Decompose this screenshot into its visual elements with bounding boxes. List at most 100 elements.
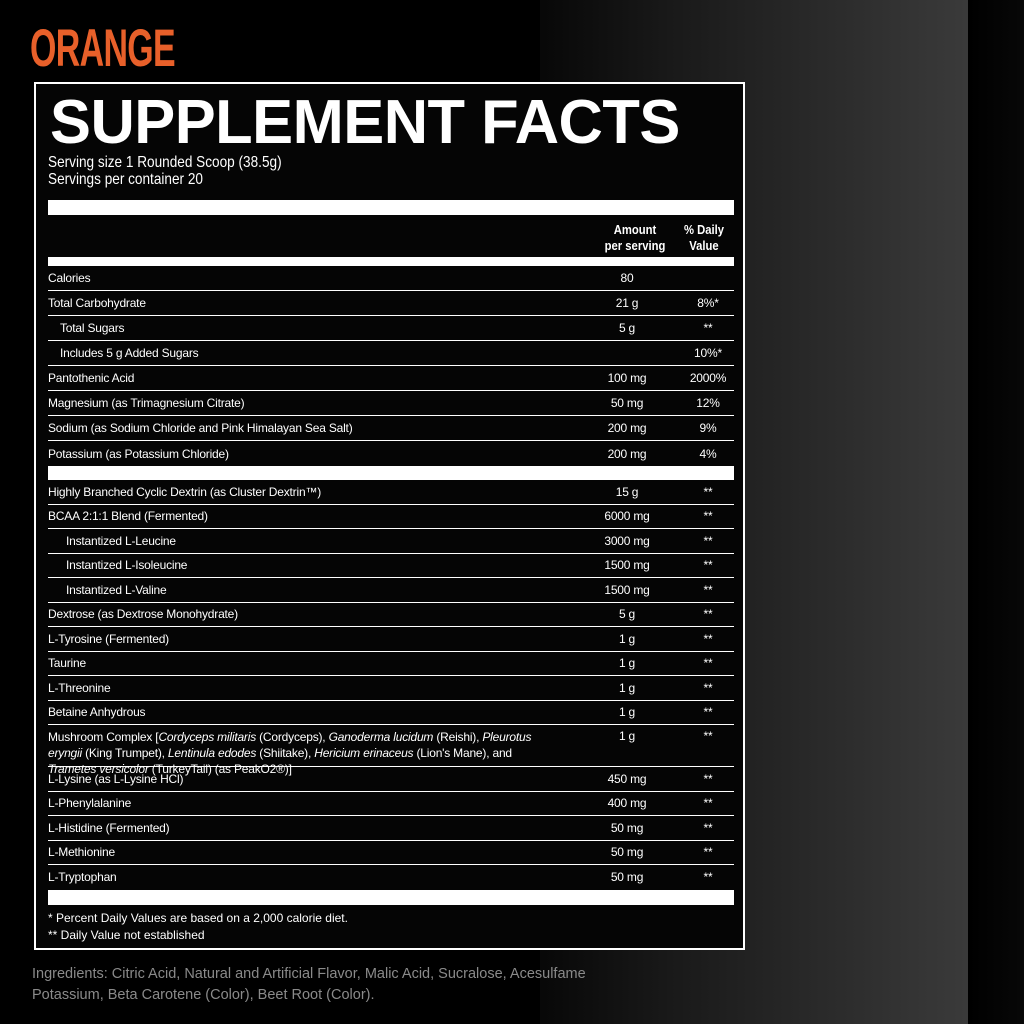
row-name: BCAA 2:1:1 Blend (Fermented) — [48, 509, 208, 524]
divider-thick — [48, 466, 734, 480]
divider-thick — [48, 890, 734, 905]
table-row: Magnesium (as Trimagnesium Citrate) 50 mg… — [48, 391, 734, 416]
row-name: Instantized L-Leucine — [66, 533, 176, 548]
row-name: L-Threonine — [48, 680, 111, 695]
row-name: Mushroom Complex [Cordyceps militaris (C… — [48, 729, 562, 777]
nutrient-rows: Calories 80 Total Carbohydrate 21 g 8%* Total… — [48, 266, 734, 466]
row-name-part: Hericium erinaceus — [314, 746, 414, 760]
table-row: Betaine Anhydrous 1 g ** — [48, 701, 734, 725]
row-daily-value: ** — [703, 558, 713, 573]
row-amount: 1500 mg — [604, 582, 650, 597]
row-name: L-Tryptophan — [48, 870, 117, 885]
table-row: Pantothenic Acid 100 mg 2000% — [48, 366, 734, 391]
row-daily-value: ** — [703, 729, 713, 743]
row-name-part: Cordyceps militaris — [158, 730, 256, 744]
row-name-part: (King Trumpet), — [81, 746, 168, 760]
row-daily-value: 2000% — [689, 371, 727, 385]
table-row: L-Methionine 50 mg ** — [48, 841, 734, 865]
row-daily-value: 4% — [699, 446, 717, 461]
row-name: Includes 5 g Added Sugars — [60, 346, 199, 360]
row-name: L-Methionine — [48, 845, 115, 860]
row-daily-value: ** — [703, 321, 713, 335]
table-row: L-Lysine (as L-Lysine HCl) 450 mg ** — [48, 767, 734, 792]
row-daily-value: ** — [703, 705, 713, 720]
row-name: Instantized L-Valine — [66, 582, 167, 597]
table-row: Instantized L-Leucine 3000 mg ** — [48, 529, 734, 554]
row-name-part: (Shiitake), — [256, 746, 315, 760]
row-daily-value: ** — [703, 771, 713, 786]
row-amount: 200 mg — [607, 421, 647, 435]
row-name-part: (Cordyceps), — [256, 730, 329, 744]
table-row: Highly Branched Cyclic Dextrin (as Clust… — [48, 480, 734, 505]
row-amount: 1 g — [618, 705, 636, 720]
row-daily-value: ** — [703, 680, 713, 695]
row-amount: 1 g — [618, 729, 636, 743]
table-row: Instantized L-Isoleucine 1500 mg ** — [48, 554, 734, 578]
row-amount: 1 g — [618, 631, 636, 646]
table-row: BCAA 2:1:1 Blend (Fermented) 6000 mg ** — [48, 505, 734, 529]
panel-title: SUPPLEMENT FACTS — [50, 88, 680, 157]
table-row: Taurine 1 g ** — [48, 652, 734, 676]
row-daily-value: 12% — [696, 396, 720, 410]
row-amount: 1500 mg — [604, 558, 650, 573]
row-name: L-Lysine (as L-Lysine HCl) — [48, 771, 184, 786]
footnotes: * Percent Daily Values are based on a 2,… — [48, 910, 348, 944]
serving-size: Serving size 1 Rounded Scoop (38.5g) — [48, 154, 282, 171]
row-amount: 50 mg — [610, 820, 644, 835]
row-amount: 5 g — [618, 607, 636, 622]
row-name-part: (Reishi), — [433, 730, 483, 744]
table-row: Calories 80 — [48, 266, 734, 291]
row-name: L-Histidine (Fermented) — [48, 820, 170, 835]
row-daily-value: ** — [703, 870, 713, 885]
row-name-part: Ganoderma lucidum — [328, 730, 434, 744]
row-daily-value: 10%* — [694, 346, 722, 360]
amount-header-line: per serving — [604, 239, 666, 253]
row-name: Dextrose (as Dextrose Monohydrate) — [48, 607, 238, 622]
flavor-label: ORANGE — [30, 19, 176, 78]
table-row: L-Histidine (Fermented) 50 mg ** — [48, 816, 734, 841]
row-daily-value: ** — [703, 484, 713, 499]
table-row: L-Threonine 1 g ** — [48, 676, 734, 701]
row-daily-value: ** — [703, 631, 713, 646]
row-name-part: (Lion's Mane), and — [413, 746, 512, 760]
row-amount: 6000 mg — [604, 509, 650, 524]
table-row: L-Tyrosine (Fermented) 1 g ** — [48, 627, 734, 652]
row-name: Sodium (as Sodium Chloride and Pink Hima… — [48, 421, 353, 435]
row-name-part: (TurkeyTail) (as PeakO2®)] — [148, 762, 292, 776]
table-row: Mushroom Complex [Cordyceps militaris (C… — [48, 725, 734, 776]
row-amount: 1 g — [618, 656, 636, 671]
footnote: * Percent Daily Values are based on a 2,… — [48, 911, 348, 925]
row-name: Taurine — [48, 656, 86, 671]
row-name: Magnesium (as Trimagnesium Citrate) — [48, 396, 245, 410]
row-name-part: Lentinula edodes — [167, 746, 257, 760]
row-name: Calories — [48, 271, 91, 285]
table-row: Total Sugars 5 g ** — [48, 316, 734, 341]
row-name: Total Sugars — [60, 321, 125, 335]
row-daily-value: ** — [703, 845, 713, 860]
row-amount: 450 mg — [607, 771, 647, 786]
row-daily-value: ** — [703, 509, 713, 524]
row-daily-value: 9% — [699, 421, 717, 435]
row-name-part: Trametes versicolor — [48, 762, 149, 776]
row-daily-value: ** — [703, 796, 713, 811]
divider-thick — [48, 200, 734, 215]
amount-header-line: Amount — [613, 223, 657, 237]
row-name-part: Mushroom Complex [ — [48, 730, 159, 744]
table-row: Includes 5 g Added Sugars 10%* — [48, 341, 734, 366]
ingredients-text: Ingredients: Citric Acid, Natural and Ar… — [32, 966, 586, 1003]
table-row: Sodium (as Sodium Chloride and Pink Hima… — [48, 416, 734, 441]
row-daily-value: 8%* — [697, 296, 719, 310]
row-amount: 1 g — [618, 680, 636, 695]
row-amount: 5 g — [618, 321, 636, 335]
row-daily-value: ** — [703, 820, 713, 835]
row-daily-value: ** — [703, 533, 713, 548]
amount-header: Amount per serving — [590, 222, 680, 254]
row-amount: 100 mg — [607, 371, 647, 385]
dv-header-line: % Daily — [683, 223, 725, 237]
row-name: Instantized L-Isoleucine — [66, 558, 188, 573]
footnote: ** Daily Value not established — [48, 928, 205, 942]
row-name: Total Carbohydrate — [48, 296, 146, 310]
row-name: L-Tyrosine (Fermented) — [48, 631, 169, 646]
table-row: Instantized L-Valine 1500 mg ** — [48, 578, 734, 603]
servings-per-container: Servings per container 20 — [48, 171, 203, 188]
